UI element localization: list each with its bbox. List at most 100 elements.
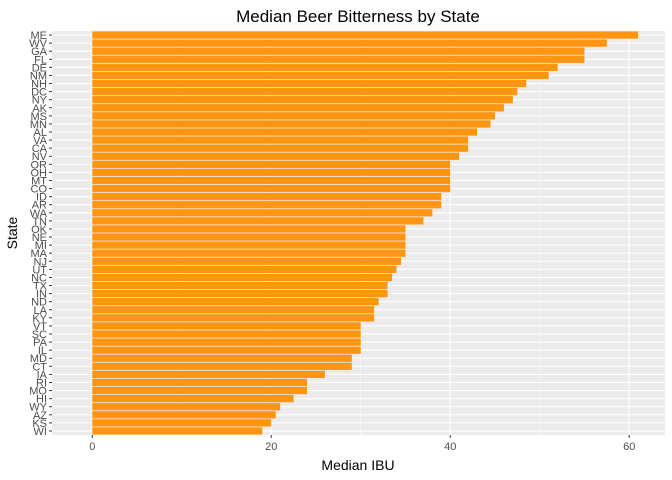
bar-sc <box>92 330 361 338</box>
y-tick-label: KS <box>32 418 47 430</box>
bar-me <box>92 31 639 39</box>
bar-va <box>92 136 469 144</box>
bar-dc <box>92 87 518 96</box>
y-tick-label: IL <box>38 345 47 357</box>
y-tick-label: MA <box>31 248 48 260</box>
x-tick-label: 20 <box>265 441 277 453</box>
bar-fl <box>92 55 585 63</box>
bar-oh <box>92 168 451 177</box>
y-tick-label: WV <box>29 38 47 50</box>
chart-title: Median Beer Bitterness by State <box>236 7 480 26</box>
y-tick-label: ID <box>36 192 47 204</box>
bar-nj <box>92 257 402 265</box>
bar-mt <box>92 176 451 185</box>
y-tick-label: WA <box>30 208 48 220</box>
bar-tn <box>92 217 424 225</box>
y-tick-label: MO <box>29 386 47 398</box>
bar-ri <box>92 378 308 387</box>
y-tick-label: RI <box>36 377 47 389</box>
y-tick-label: OK <box>31 224 48 236</box>
bar-nv <box>92 152 460 160</box>
y-tick-label: MD <box>30 353 47 365</box>
y-tick-label: TX <box>33 281 48 293</box>
bar-in <box>92 289 388 298</box>
y-tick-label: NJ <box>34 256 47 268</box>
bar-ga <box>92 47 585 55</box>
y-tick-label: CA <box>32 143 48 155</box>
y-tick-label: NH <box>31 79 47 91</box>
y-tick-label: DE <box>32 62 47 74</box>
y-tick-label: VT <box>33 321 47 333</box>
bar-wa <box>92 209 433 217</box>
y-tick-label: WI <box>34 426 47 438</box>
bar-pa <box>92 338 361 346</box>
y-tick-label: DC <box>31 87 47 99</box>
y-tick-label: VA <box>33 135 48 147</box>
bar-tx <box>92 281 388 290</box>
bar-hi <box>92 395 294 403</box>
bar-de <box>92 63 558 71</box>
bar-la <box>92 306 375 314</box>
bar-nd <box>92 298 379 306</box>
bar-al <box>92 128 478 136</box>
y-tick-label: CT <box>32 361 47 373</box>
bar-ut <box>92 265 397 273</box>
y-tick-label: CO <box>31 184 48 196</box>
bar-mi <box>92 241 406 249</box>
y-tick-label: NM <box>30 70 47 82</box>
x-tick-label: 40 <box>444 441 456 453</box>
x-axis-ticks: 0 20 40 60 <box>89 435 635 453</box>
x-tick-label: 0 <box>89 441 95 453</box>
bar-ok <box>92 225 406 233</box>
y-tick-label: MT <box>31 175 47 187</box>
y-tick-label: NC <box>31 272 47 284</box>
y-tick-label: ND <box>31 297 47 309</box>
y-tick-label: FL <box>34 54 47 66</box>
bar-or <box>92 160 451 168</box>
y-axis-title: State <box>4 216 20 249</box>
bar-ar <box>92 201 442 209</box>
y-tick-label: OR <box>31 159 48 171</box>
y-tick-label: NY <box>32 95 48 107</box>
bar-ms <box>92 112 495 120</box>
y-tick-label: GA <box>31 46 48 58</box>
bar-az <box>92 411 276 419</box>
y-tick-label: LA <box>34 305 48 317</box>
bar-ma <box>92 249 406 257</box>
y-tick-label: IA <box>37 369 48 381</box>
y-tick-label: AR <box>32 200 47 212</box>
y-axis-ticks: MEWVGAFLDENMNHDCNYAKMSMNALVACANVOROHMTCO… <box>29 30 52 438</box>
bar-md <box>92 354 352 362</box>
y-tick-label: HI <box>36 394 47 406</box>
bar-vt <box>92 322 361 330</box>
y-tick-label: PA <box>33 337 48 349</box>
bar-nm <box>92 71 549 80</box>
y-tick-label: MS <box>31 111 48 123</box>
y-tick-label: NV <box>32 151 48 163</box>
y-tick-label: ME <box>31 30 48 42</box>
bar-id <box>92 193 442 201</box>
bar-ks <box>92 419 272 427</box>
bar-il <box>92 346 361 354</box>
bar-ny <box>92 96 513 104</box>
y-tick-label: IN <box>36 289 47 301</box>
y-tick-label: KY <box>32 313 47 325</box>
y-tick-label: WY <box>29 402 47 414</box>
bar-ca <box>92 144 469 152</box>
y-tick-label: AZ <box>33 410 47 422</box>
y-tick-label: NE <box>32 232 47 244</box>
y-tick-label: AK <box>32 103 47 115</box>
y-tick-label: TN <box>32 216 47 228</box>
y-tick-label: AL <box>34 127 47 139</box>
bar-nc <box>92 273 393 282</box>
y-tick-label: SC <box>32 329 47 341</box>
bar-ia <box>92 370 325 379</box>
x-tick-label: 60 <box>623 441 635 453</box>
y-tick-label: MN <box>30 119 47 131</box>
bar-ky <box>92 314 375 322</box>
y-tick-label: OH <box>31 167 48 179</box>
bar-ne <box>92 233 406 241</box>
bar-co <box>92 184 451 193</box>
bar-mn <box>92 120 491 128</box>
